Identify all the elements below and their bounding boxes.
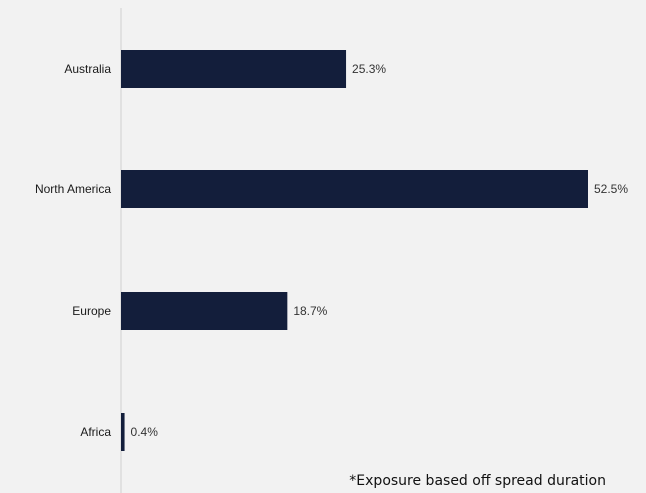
bars-group: [121, 50, 588, 451]
bar-north-america: [121, 170, 588, 208]
labels-group: Australia 25.3% North America 52.5% Europe 18…: [35, 62, 628, 439]
data-label-north-america: 52.5%: [594, 182, 628, 196]
data-label-africa: 0.4%: [131, 425, 159, 439]
bar-europe: [121, 292, 288, 330]
category-label-australia: Australia: [64, 62, 111, 76]
category-label-europe: Europe: [72, 304, 111, 318]
data-label-europe: 18.7%: [293, 304, 327, 318]
bar-africa: [121, 413, 125, 451]
chart-annotation: *Exposure based off spread duration: [349, 473, 606, 489]
category-label-africa: Africa: [80, 425, 111, 439]
data-label-australia: 25.3%: [352, 62, 386, 76]
bar-australia: [121, 50, 347, 88]
category-label-north-america: North America: [35, 182, 111, 196]
